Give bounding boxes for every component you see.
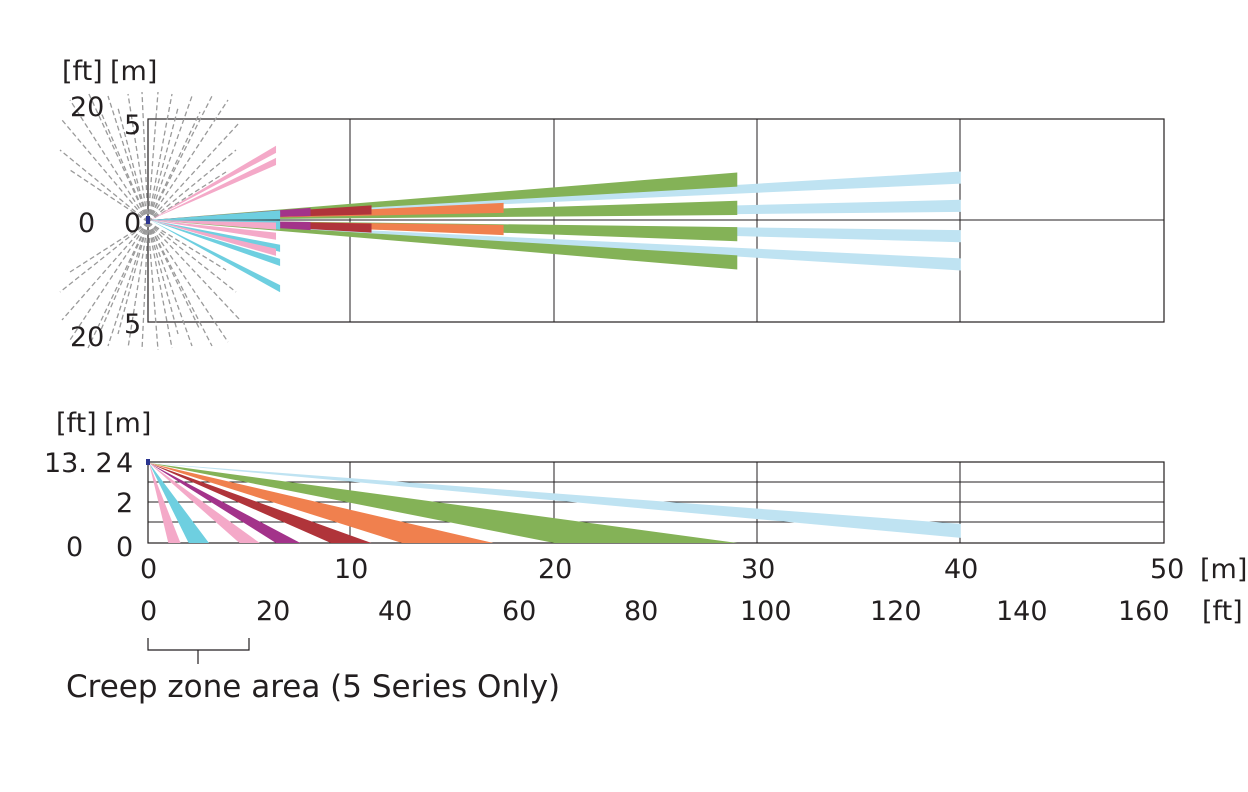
side-beam-pink-5 [149,463,260,543]
side-m-label-mid: 2 [116,488,133,519]
side-beam-green-1 [149,463,738,543]
x-tick-m-10: 10 [334,554,368,585]
top-ft-label-mid: 0 [78,208,95,239]
x-tick-ft-0: 0 [140,596,157,627]
top-m-unit: [m] [110,56,157,87]
side-m-unit: [m] [104,408,151,439]
top-beam-cyan-6 [150,220,281,293]
top-ft-unit: [ft] [62,56,103,87]
top-beam-light-blue-1 [150,199,961,220]
side-view: [ft] [m] 13. 2 0 4 2 0 [44,408,1165,563]
x-tick-ft-100: 100 [740,596,792,627]
x-tick-m-50: 50 [1150,554,1184,585]
top-beam-green-2 [150,220,738,242]
side-beam-orange-2 [149,463,494,543]
x-tick-m-40: 40 [944,554,978,585]
top-beam-pink-1 [150,145,277,220]
top-m-label-top: 5 [124,110,141,141]
side-m-label-top: 4 [116,448,133,479]
top-beam-cyan-1 [150,212,281,220]
x-tick-m-0: 0 [140,554,157,585]
top-view-beams [150,145,961,293]
top-beam-pink-3 [150,220,277,240]
x-tick-ft-20: 20 [256,596,290,627]
side-ft-label-top: 13. 2 [44,448,113,479]
x-tick-m-20: 20 [538,554,572,585]
top-ft-label-bottom: 20 [70,322,104,353]
side-ft-label-bottom: 0 [66,532,83,563]
top-beam-green-0 [150,172,738,220]
ir-fan-pattern [59,91,241,351]
x-unit-m: [m] [1200,554,1247,585]
top-beam-dark-red-0 [150,205,372,220]
x-axis-feet: 0 20 40 60 80 100 120 140 160 [ft] [140,596,1243,627]
side-m-label-bottom: 0 [116,532,133,563]
top-view: [ft] [m] 20 0 20 5 0 5 [59,56,1165,353]
side-ft-unit: [ft] [56,408,97,439]
top-m-label-mid: 0 [124,208,141,239]
top-beam-cyan-5 [150,220,281,266]
side-sensor-marker [146,459,150,465]
x-tick-ft-40: 40 [378,596,412,627]
x-tick-m-30: 30 [741,554,775,585]
x-tick-ft-140: 140 [996,596,1048,627]
x-tick-ft-120: 120 [870,596,922,627]
top-view-grid [147,118,1165,323]
x-tick-ft-60: 60 [502,596,536,627]
top-beam-pink-4 [150,220,277,256]
sensor-marker [146,216,150,224]
top-beam-pink-0 [150,157,277,220]
creep-zone-bracket [147,638,250,664]
side-beam-pink-7 [149,463,181,543]
side-beam-dark-red-3 [149,463,372,543]
x-tick-ft-80: 80 [624,596,658,627]
top-beam-pink-2 [150,220,277,230]
side-beam-purple-4 [149,463,301,543]
x-axis-meters: 0 10 20 30 40 50 [m] [140,554,1247,585]
side-view-beams [149,463,961,543]
creep-zone-label: Creep zone area (5 Series Only) [66,669,560,705]
top-m-label-bottom: 5 [124,309,141,340]
side-beam-cyan-6 [149,463,209,543]
top-beam-orange-1 [150,220,504,236]
top-ft-label-top: 20 [70,92,104,123]
side-beam-light-blue-0 [149,463,961,538]
top-beam-green-3 [150,220,738,270]
x-unit-ft: [ft] [1202,596,1243,627]
x-tick-ft-160: 160 [1118,596,1170,627]
